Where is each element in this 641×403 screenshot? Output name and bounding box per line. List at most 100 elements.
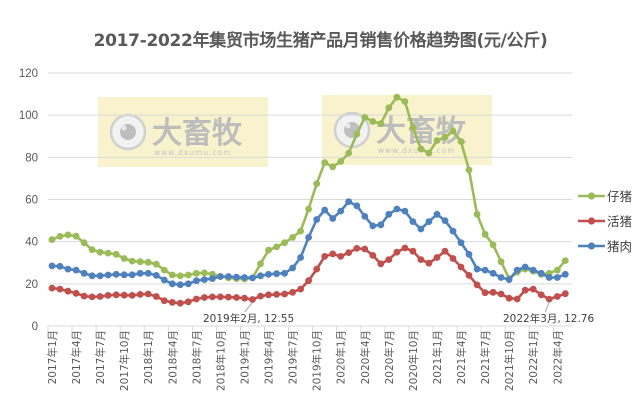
data-point[interactable] xyxy=(96,272,104,280)
data-point[interactable] xyxy=(48,284,56,292)
data-point[interactable] xyxy=(361,245,369,253)
data-point[interactable] xyxy=(369,252,377,259)
data-point[interactable] xyxy=(353,130,361,138)
data-point[interactable] xyxy=(449,227,457,235)
data-point[interactable] xyxy=(497,290,505,298)
data-point[interactable] xyxy=(377,221,385,229)
data-point[interactable] xyxy=(553,274,561,281)
data-point[interactable] xyxy=(281,239,288,247)
data-point[interactable] xyxy=(529,266,537,274)
data-point[interactable] xyxy=(409,247,417,255)
data-point[interactable] xyxy=(537,291,545,299)
data-point[interactable] xyxy=(88,272,96,280)
data-point[interactable] xyxy=(56,233,64,240)
data-point[interactable] xyxy=(433,254,441,261)
data-point[interactable] xyxy=(385,256,393,263)
data-point[interactable] xyxy=(305,234,312,241)
legend-item-活猪[interactable]: 活猪 xyxy=(578,214,632,229)
data-point[interactable] xyxy=(353,202,361,210)
data-point[interactable] xyxy=(273,270,280,278)
data-point[interactable] xyxy=(184,280,192,288)
data-point[interactable] xyxy=(112,270,120,278)
data-point[interactable] xyxy=(337,207,345,215)
data-point[interactable] xyxy=(545,295,553,303)
data-point[interactable] xyxy=(104,292,112,299)
data-point[interactable] xyxy=(289,288,296,296)
data-point[interactable] xyxy=(393,205,401,213)
data-point[interactable] xyxy=(313,265,321,273)
data-point[interactable] xyxy=(88,246,96,254)
data-point[interactable] xyxy=(481,289,489,297)
data-point[interactable] xyxy=(152,293,160,300)
data-point[interactable] xyxy=(168,271,176,279)
data-point[interactable] xyxy=(176,299,184,307)
data-point[interactable] xyxy=(80,239,88,247)
data-point[interactable] xyxy=(120,291,128,299)
legend-item-猪肉[interactable]: 猪肉 xyxy=(578,239,632,254)
data-point[interactable] xyxy=(345,149,353,157)
data-point[interactable] xyxy=(80,292,88,300)
data-point[interactable] xyxy=(553,293,561,300)
data-point[interactable] xyxy=(545,274,553,281)
data-point[interactable] xyxy=(152,260,160,268)
data-point[interactable] xyxy=(128,271,136,279)
data-point[interactable] xyxy=(489,269,497,277)
data-point[interactable] xyxy=(225,293,232,301)
data-point[interactable] xyxy=(88,293,96,301)
data-point[interactable] xyxy=(345,249,353,256)
data-point[interactable] xyxy=(233,294,240,301)
data-point[interactable] xyxy=(168,299,176,306)
data-point[interactable] xyxy=(257,272,264,280)
data-point[interactable] xyxy=(361,213,369,220)
data-point[interactable] xyxy=(457,263,465,271)
data-point[interactable] xyxy=(249,274,256,282)
data-point[interactable] xyxy=(112,250,120,258)
data-point[interactable] xyxy=(433,210,441,218)
data-point[interactable] xyxy=(144,258,152,266)
data-point[interactable] xyxy=(104,271,112,279)
data-point[interactable] xyxy=(321,253,329,260)
data-point[interactable] xyxy=(193,295,200,303)
data-point[interactable] xyxy=(281,290,288,298)
data-point[interactable] xyxy=(136,269,144,277)
data-point[interactable] xyxy=(473,281,481,289)
data-point[interactable] xyxy=(457,138,465,145)
data-point[interactable] xyxy=(144,290,152,298)
data-point[interactable] xyxy=(241,294,248,302)
data-point[interactable] xyxy=(128,257,136,265)
data-point[interactable] xyxy=(521,286,529,294)
data-point[interactable] xyxy=(321,206,329,214)
data-point[interactable] xyxy=(449,127,457,135)
data-point[interactable] xyxy=(393,248,401,256)
data-point[interactable] xyxy=(401,98,409,105)
data-point[interactable] xyxy=(120,271,128,279)
data-point[interactable] xyxy=(112,291,120,299)
data-point[interactable] xyxy=(249,296,256,303)
data-point[interactable] xyxy=(505,276,513,283)
data-point[interactable] xyxy=(481,266,489,274)
data-point[interactable] xyxy=(144,269,152,277)
data-point[interactable] xyxy=(513,295,521,303)
data-point[interactable] xyxy=(433,137,441,144)
data-point[interactable] xyxy=(56,285,64,293)
data-point[interactable] xyxy=(297,227,304,235)
data-point[interactable] xyxy=(96,248,104,256)
data-point[interactable] xyxy=(529,285,537,293)
data-point[interactable] xyxy=(72,232,80,240)
data-point[interactable] xyxy=(225,273,232,280)
data-point[interactable] xyxy=(329,215,337,222)
data-point[interactable] xyxy=(417,145,425,153)
data-point[interactable] xyxy=(48,236,56,244)
data-point[interactable] xyxy=(184,298,192,306)
data-point[interactable] xyxy=(353,245,361,252)
data-point[interactable] xyxy=(561,290,569,298)
data-point[interactable] xyxy=(385,210,393,218)
data-point[interactable] xyxy=(553,266,561,274)
data-point[interactable] xyxy=(457,239,465,247)
data-point[interactable] xyxy=(136,291,144,298)
data-point[interactable] xyxy=(377,260,385,268)
data-point[interactable] xyxy=(241,274,248,281)
data-point[interactable] xyxy=(305,205,312,213)
data-point[interactable] xyxy=(513,266,521,274)
data-point[interactable] xyxy=(521,263,529,271)
